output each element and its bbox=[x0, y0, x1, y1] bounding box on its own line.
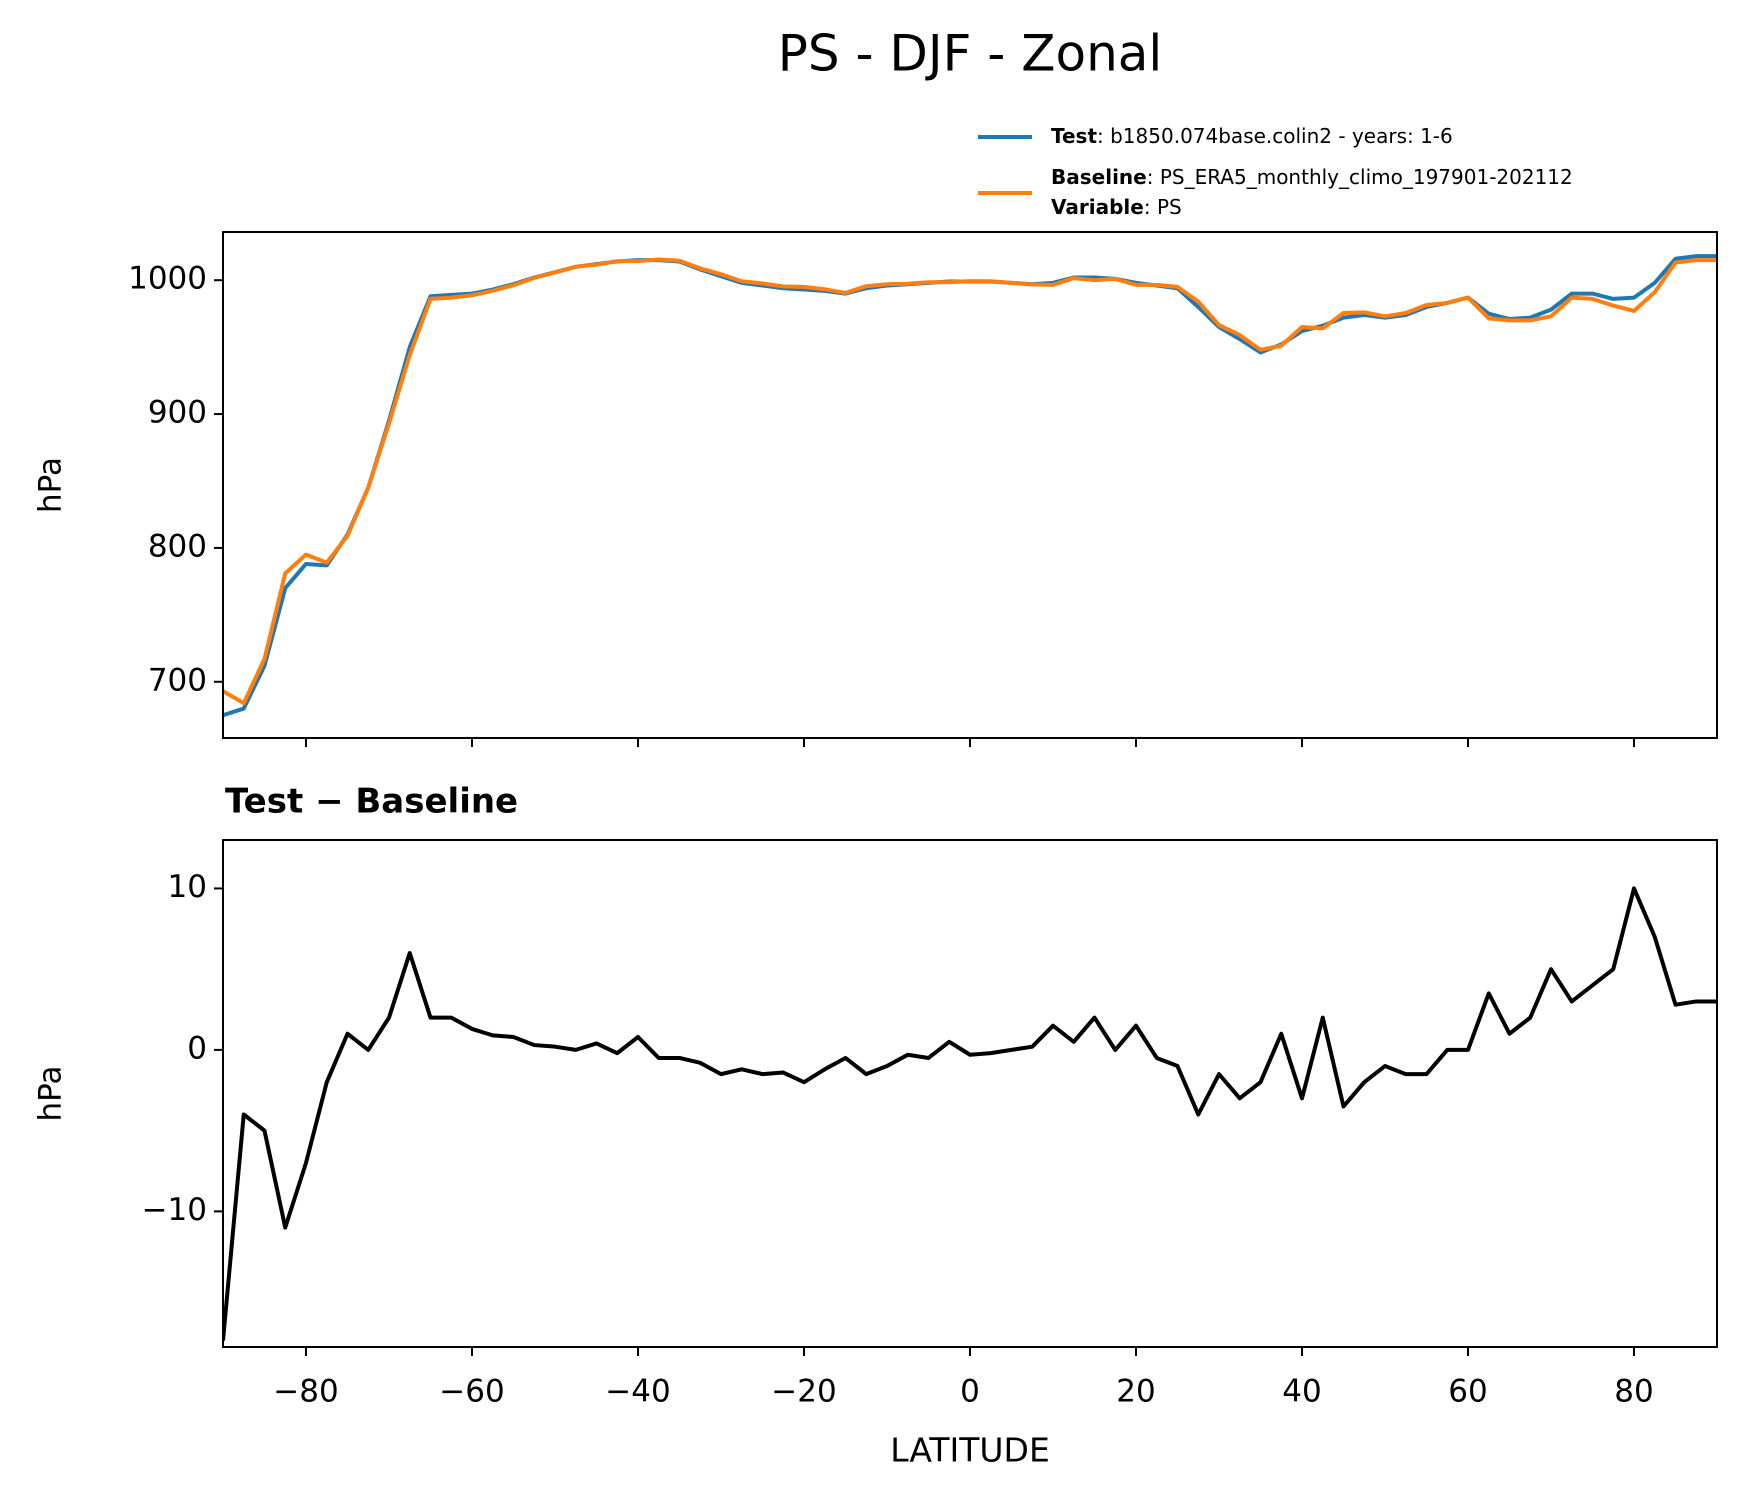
x-tick-label: 60 bbox=[1448, 1374, 1487, 1410]
x-tick-label: 0 bbox=[960, 1374, 980, 1410]
legend-name: Baseline bbox=[1051, 165, 1147, 189]
legend-name: Variable bbox=[1051, 195, 1144, 219]
y-tick-label: 1000 bbox=[128, 261, 207, 297]
x-tick-label: 20 bbox=[1116, 1374, 1155, 1410]
legend-entry: Variable: PS bbox=[1051, 195, 1182, 219]
plot-area bbox=[223, 254, 1717, 718]
y-tick-label: 800 bbox=[148, 528, 207, 564]
legend-entry: Baseline: PS_ERA5_monthly_climo_197901-2… bbox=[1051, 165, 1573, 189]
plot-area bbox=[223, 886, 1717, 1341]
legend-label: : b1850.074base.colin2 - years: 1-6 bbox=[1097, 124, 1453, 148]
x-tick-label: −60 bbox=[439, 1374, 504, 1410]
y-tick-label: 0 bbox=[187, 1030, 207, 1066]
legend-label: : PS bbox=[1144, 195, 1182, 219]
y-tick-label: 700 bbox=[148, 662, 207, 698]
series-line bbox=[223, 257, 1717, 706]
x-axis-label: LATITUDE bbox=[890, 1431, 1050, 1470]
figure-title: PS - DJF - Zonal bbox=[778, 25, 1163, 83]
x-tick-label: −20 bbox=[771, 1374, 836, 1410]
axes-frame bbox=[222, 231, 1718, 739]
y-axis-label: hPa bbox=[33, 1066, 69, 1122]
legend-label: : PS_ERA5_monthly_climo_197901-202112 bbox=[1147, 165, 1573, 189]
axes-title: Test − Baseline bbox=[225, 782, 518, 822]
y-axis-label: hPa bbox=[33, 457, 69, 513]
legend-entry: Test: b1850.074base.colin2 - years: 1-6 bbox=[1051, 124, 1453, 148]
y-tick-label: 10 bbox=[168, 869, 207, 905]
x-tick-label: 40 bbox=[1282, 1374, 1321, 1410]
axes-frame bbox=[222, 839, 1718, 1348]
series-line bbox=[223, 254, 1717, 718]
y-tick-label: −10 bbox=[142, 1192, 207, 1228]
x-tick-label: −40 bbox=[605, 1374, 670, 1410]
series-line bbox=[223, 886, 1717, 1341]
x-tick-label: −80 bbox=[273, 1374, 338, 1410]
legend-name: Test bbox=[1051, 124, 1097, 148]
x-tick-label: 80 bbox=[1614, 1374, 1653, 1410]
y-tick-label: 900 bbox=[148, 395, 207, 431]
